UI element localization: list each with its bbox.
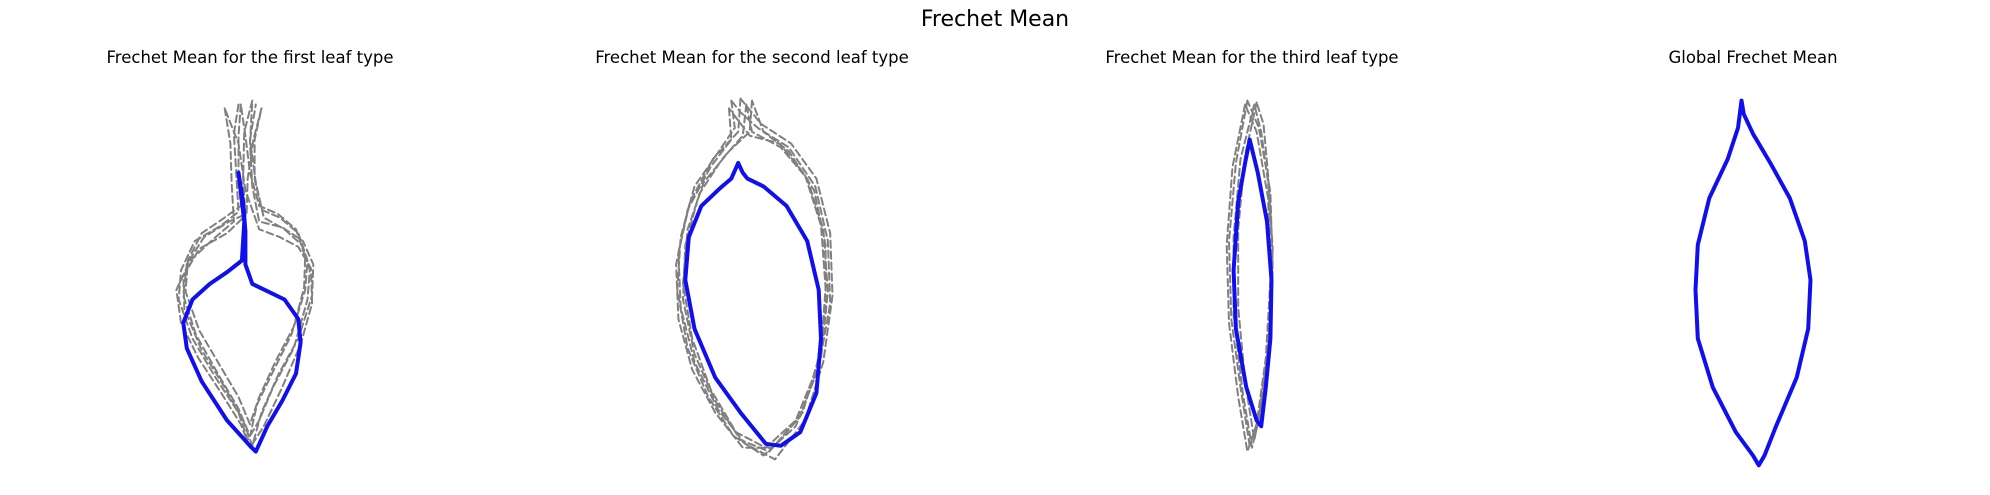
panel-1-plot-area bbox=[175, 99, 315, 454]
panel-2-plot-area bbox=[675, 97, 834, 461]
sample-curve-4 bbox=[182, 107, 309, 437]
panel-title-2: Frechet Mean for the second leaf type bbox=[595, 48, 909, 67]
sample-curve-1 bbox=[676, 99, 832, 457]
chart-panel-1: Frechet Mean for the first leaf type bbox=[107, 48, 394, 454]
sample-curve-4 bbox=[1237, 101, 1274, 441]
panel-title-3: Frechet Mean for the third leaf type bbox=[1105, 48, 1398, 67]
chart-panel-4: Global Frechet Mean bbox=[1668, 48, 1838, 468]
sample-curve-1 bbox=[1228, 99, 1274, 447]
frechet-mean-curve bbox=[683, 161, 823, 448]
chart-panel-3: Frechet Mean for the third leaf type bbox=[1105, 48, 1399, 453]
panel-4-plot-area bbox=[1693, 98, 1813, 468]
frechet-mean-curve bbox=[1693, 98, 1813, 468]
sample-curve-3 bbox=[1225, 103, 1272, 453]
sample-curve-5 bbox=[682, 99, 827, 449]
sample-curve-5 bbox=[184, 103, 307, 426]
sample-curve-3 bbox=[677, 97, 834, 461]
chart-panel-2: Frechet Mean for the second leaf type bbox=[595, 48, 909, 461]
panel-title-4: Global Frechet Mean bbox=[1668, 48, 1837, 67]
frechet-mean-curve bbox=[1231, 137, 1274, 429]
panel-3-plot-area bbox=[1225, 99, 1274, 453]
panel-title-1: Frechet Mean for the first leaf type bbox=[107, 48, 394, 67]
frechet-mean-curve bbox=[181, 170, 303, 454]
figure-suptitle: Frechet Mean bbox=[921, 7, 1069, 32]
